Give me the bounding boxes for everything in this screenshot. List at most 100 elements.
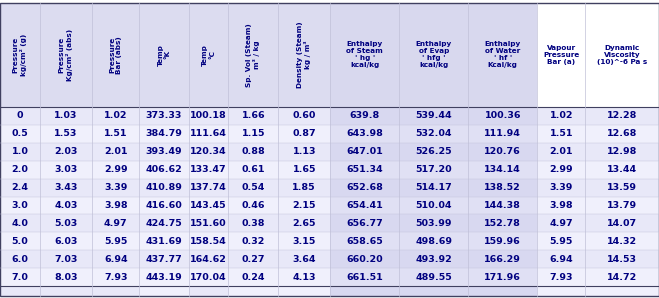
Bar xyxy=(40,3,92,107)
Text: 14.32: 14.32 xyxy=(607,237,637,246)
Bar xyxy=(537,286,585,296)
Text: 1.51: 1.51 xyxy=(104,129,127,138)
Bar xyxy=(92,286,140,296)
Bar xyxy=(330,268,399,286)
Bar xyxy=(40,143,92,161)
Text: 424.75: 424.75 xyxy=(146,219,183,228)
Text: 517.20: 517.20 xyxy=(415,165,452,174)
Bar xyxy=(330,143,399,161)
Bar xyxy=(0,286,40,296)
Text: 3.39: 3.39 xyxy=(104,183,127,192)
Bar xyxy=(585,161,659,179)
Text: 1.03: 1.03 xyxy=(54,111,78,120)
Bar xyxy=(399,215,468,232)
Bar xyxy=(92,197,140,215)
Bar xyxy=(399,197,468,215)
Bar xyxy=(229,197,278,215)
Text: 1.02: 1.02 xyxy=(104,111,127,120)
Bar xyxy=(278,107,330,125)
Text: Enthalpy
of Water
' hf '
Kcal/kg: Enthalpy of Water ' hf ' Kcal/kg xyxy=(484,41,521,69)
Bar xyxy=(229,143,278,161)
Text: Enthalpy
of Evap
' hfg '
kcal/kg: Enthalpy of Evap ' hfg ' kcal/kg xyxy=(416,41,452,69)
Text: 144.38: 144.38 xyxy=(484,201,521,210)
Text: 373.33: 373.33 xyxy=(146,111,182,120)
Text: 0.27: 0.27 xyxy=(241,255,265,264)
Text: 539.44: 539.44 xyxy=(415,111,452,120)
Bar xyxy=(278,215,330,232)
Text: 2.01: 2.01 xyxy=(550,147,573,156)
Text: Enthalpy
of Steam
' hg '
kcal/kg: Enthalpy of Steam ' hg ' kcal/kg xyxy=(347,41,383,69)
Text: 410.89: 410.89 xyxy=(146,183,183,192)
Bar xyxy=(399,3,468,107)
Text: 12.28: 12.28 xyxy=(607,111,637,120)
Text: 532.04: 532.04 xyxy=(415,129,452,138)
Text: 384.79: 384.79 xyxy=(146,129,183,138)
Text: 647.01: 647.01 xyxy=(347,147,383,156)
Text: 498.69: 498.69 xyxy=(415,237,452,246)
Bar xyxy=(0,143,40,161)
Bar xyxy=(330,250,399,268)
Bar xyxy=(0,197,40,215)
Bar xyxy=(92,215,140,232)
Bar xyxy=(229,250,278,268)
Bar xyxy=(399,286,468,296)
Text: 7.03: 7.03 xyxy=(54,255,78,264)
Text: 6.94: 6.94 xyxy=(550,255,573,264)
Text: 661.51: 661.51 xyxy=(347,273,383,282)
Text: Temp
°K: Temp °K xyxy=(158,44,171,66)
Text: 2.99: 2.99 xyxy=(104,165,128,174)
Bar xyxy=(278,143,330,161)
Text: 639.8: 639.8 xyxy=(350,111,380,120)
Text: 7.93: 7.93 xyxy=(550,273,573,282)
Text: 393.49: 393.49 xyxy=(146,147,183,156)
Text: 3.64: 3.64 xyxy=(293,255,316,264)
Bar xyxy=(92,250,140,268)
Text: 3.43: 3.43 xyxy=(54,183,78,192)
Bar xyxy=(140,107,188,125)
Text: 6.0: 6.0 xyxy=(11,255,28,264)
Bar xyxy=(399,161,468,179)
Text: 2.01: 2.01 xyxy=(104,147,127,156)
Text: 2.99: 2.99 xyxy=(550,165,573,174)
Bar xyxy=(0,161,40,179)
Text: 7.93: 7.93 xyxy=(104,273,127,282)
Bar xyxy=(330,215,399,232)
Bar xyxy=(278,161,330,179)
Bar xyxy=(330,107,399,125)
Bar xyxy=(537,161,585,179)
Bar xyxy=(537,107,585,125)
Bar xyxy=(92,107,140,125)
Bar xyxy=(40,107,92,125)
Bar xyxy=(188,197,229,215)
Bar xyxy=(585,107,659,125)
Text: 489.55: 489.55 xyxy=(415,273,452,282)
Bar xyxy=(278,232,330,250)
Text: 151.60: 151.60 xyxy=(190,219,227,228)
Bar xyxy=(140,215,188,232)
Bar xyxy=(585,286,659,296)
Text: 654.41: 654.41 xyxy=(347,201,383,210)
Text: 514.17: 514.17 xyxy=(415,183,452,192)
Text: 1.51: 1.51 xyxy=(550,129,573,138)
Bar xyxy=(140,286,188,296)
Bar xyxy=(468,179,537,197)
Text: 0.38: 0.38 xyxy=(241,219,265,228)
Text: 158.54: 158.54 xyxy=(190,237,227,246)
Bar xyxy=(188,125,229,143)
Text: 120.34: 120.34 xyxy=(190,147,227,156)
Text: 14.07: 14.07 xyxy=(607,219,637,228)
Bar xyxy=(278,286,330,296)
Text: 0.5: 0.5 xyxy=(12,129,28,138)
Text: 111.64: 111.64 xyxy=(190,129,227,138)
Bar xyxy=(140,197,188,215)
Text: 133.47: 133.47 xyxy=(190,165,227,174)
Bar xyxy=(585,125,659,143)
Text: 1.85: 1.85 xyxy=(293,183,316,192)
Bar xyxy=(40,197,92,215)
Bar xyxy=(537,179,585,197)
Bar xyxy=(330,161,399,179)
Bar xyxy=(399,232,468,250)
Bar xyxy=(278,268,330,286)
Text: Sp. Vol (Steam)
m³ / kg: Sp. Vol (Steam) m³ / kg xyxy=(246,23,260,87)
Text: 2.0: 2.0 xyxy=(11,165,28,174)
